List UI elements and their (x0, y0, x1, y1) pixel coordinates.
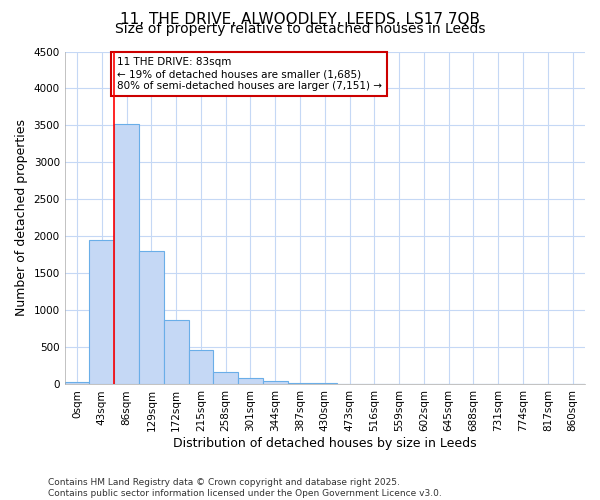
Bar (263, 381, 287, 384)
Bar (238, 378, 263, 384)
Text: Contains HM Land Registry data © Crown copyright and database right 2025.
Contai: Contains HM Land Registry data © Crown c… (48, 478, 442, 498)
Bar (65, 382, 89, 384)
Bar (114, 124, 139, 384)
Bar (214, 372, 238, 384)
Bar (287, 383, 313, 384)
Bar (164, 320, 188, 384)
Bar (188, 350, 214, 384)
Text: 11, THE DRIVE, ALWOODLEY, LEEDS, LS17 7QB: 11, THE DRIVE, ALWOODLEY, LEEDS, LS17 7Q… (120, 12, 480, 28)
Text: Size of property relative to detached houses in Leeds: Size of property relative to detached ho… (115, 22, 485, 36)
Y-axis label: Number of detached properties: Number of detached properties (15, 120, 28, 316)
X-axis label: Distribution of detached houses by size in Leeds: Distribution of detached houses by size … (173, 437, 476, 450)
Text: 11 THE DRIVE: 83sqm
← 19% of detached houses are smaller (1,685)
80% of semi-det: 11 THE DRIVE: 83sqm ← 19% of detached ho… (117, 58, 382, 90)
Bar (139, 252, 164, 384)
Bar (89, 240, 114, 384)
